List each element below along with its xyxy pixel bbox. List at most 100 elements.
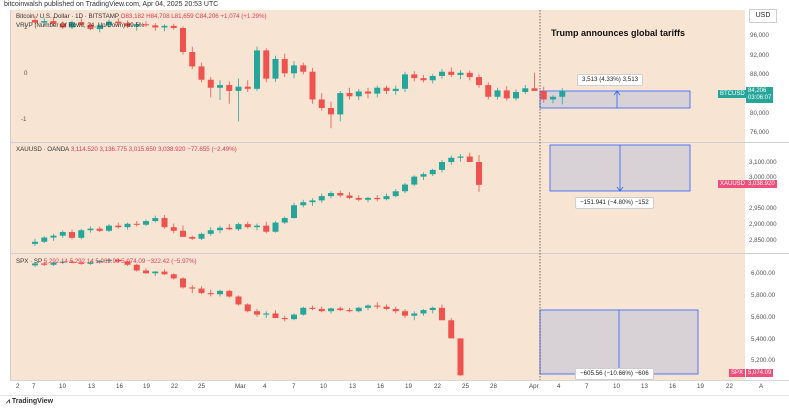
spx-candle-body [457, 338, 464, 376]
spx-legend: SPX · SP 5,292.14 5,292.14 5,069.90 5,07… [16, 258, 197, 266]
gold-candle-body [328, 193, 334, 197]
btc-candle-body [41, 21, 48, 23]
gold-candle-body [448, 157, 455, 163]
time-axis-tick: 4 [263, 383, 267, 390]
btc-legend-name: Bitcoin / U.S. Dollar · 1D · BITSTAMP [16, 13, 119, 20]
currency-selector[interactable]: USD [749, 9, 777, 23]
btc-ytick: 92,000 [750, 52, 769, 59]
time-axis-tick: 16 [116, 383, 123, 390]
btc-candle-body [170, 25, 177, 28]
btc-candle-body [531, 88, 538, 91]
spx-candle-body [96, 260, 103, 263]
btc-candle-body [50, 21, 57, 24]
tariff-annotation: Trump announces global tariffs [551, 28, 686, 38]
panel-divider-2[interactable] [10, 253, 789, 254]
tradingview-icon: ⩘ [6, 398, 10, 405]
btc-candle-body [466, 72, 473, 78]
btc-candle-body [244, 86, 251, 89]
time-axis-tick: 16 [669, 383, 676, 390]
btc-candle-body [365, 91, 371, 94]
btc-candle-body [143, 24, 149, 26]
btc-candle-body [69, 22, 75, 28]
btc-candle-body [32, 20, 38, 23]
gold-candle-body [374, 197, 381, 200]
tradingview-brand: TradingView [11, 398, 54, 405]
spx-price-tag: SPX [729, 369, 746, 377]
btc-candle-body [550, 96, 556, 100]
spx-candle-body [439, 307, 445, 321]
btc-candle-body [152, 25, 159, 28]
gold-candle-body [96, 228, 103, 231]
spx-candle-body [328, 308, 334, 312]
gold-candle-body [170, 227, 177, 231]
time-axis-tick: A [759, 383, 764, 390]
time-axis-tick: 22 [434, 383, 441, 390]
btc-candle-body [346, 93, 353, 97]
gold-legend-values: 3,114.520 3,136.775 3,015.650 3,038.920 … [70, 146, 237, 153]
spx-candle-body [272, 313, 279, 318]
right-price-axis[interactable] [745, 10, 789, 380]
spx-candle-body [152, 271, 159, 274]
btc-candle-body [540, 90, 547, 100]
gold-candle-body [217, 227, 223, 231]
gold-ytick: 3,100.000 [749, 159, 777, 166]
btc-candle-body [439, 71, 445, 76]
spx-candle-body [309, 307, 316, 309]
btc-candle-body [429, 76, 436, 81]
btc-candle-body [513, 92, 519, 99]
gold-candle-body [189, 236, 196, 239]
gold-candle-body [226, 227, 233, 230]
btc-candle-body [309, 71, 316, 100]
spx-candle-body [448, 320, 455, 339]
btc-price-label: BTCUSD [720, 91, 745, 97]
spx-candle-body [32, 263, 38, 266]
btc-candle-body [392, 88, 399, 91]
panel-divider-1[interactable] [10, 142, 789, 143]
gold-candle-body [124, 223, 131, 228]
spx-candle-body [41, 263, 48, 265]
spx-candle-body [78, 262, 85, 264]
spx-candle-body [420, 310, 427, 314]
gold-candle-body [133, 223, 140, 225]
spx-candle-body [411, 313, 418, 316]
time-axis-tick: 19 [143, 383, 150, 390]
btc-candle-body [522, 88, 529, 92]
time-axis[interactable] [10, 380, 789, 395]
btc-candle-body [59, 23, 66, 28]
time-axis-tick: 7 [32, 383, 36, 390]
gold-candle-body [207, 230, 214, 234]
btc-candle-body [559, 90, 566, 97]
gold-candle-body [235, 224, 242, 230]
tradingview-logo[interactable]: ⩘ TradingView [6, 398, 53, 406]
btc-candle-body [420, 78, 427, 81]
spx-candle-body [87, 262, 94, 264]
gold-candle-body [78, 230, 85, 238]
btc-price-countdown: 03:06:07 [748, 95, 772, 101]
spx-candle-body [133, 264, 140, 271]
time-axis-tick: 10 [320, 383, 327, 390]
btc-candle-body [180, 28, 186, 52]
gold-candle-body [87, 228, 94, 231]
gold-candle-body [365, 197, 371, 200]
gold-candle-body [69, 232, 75, 238]
spx-candle-body [189, 287, 196, 289]
spx-ytick: 5,600.00 [751, 314, 776, 321]
spx-candle-body [429, 307, 436, 311]
spx-candle-body [106, 259, 112, 261]
btc-candle-body [189, 52, 196, 67]
left-axis-tick: -1 [21, 116, 27, 123]
btc-candle-body [235, 86, 242, 91]
gold-candle-body [152, 218, 159, 222]
btc-candle-body [96, 25, 103, 30]
vrvp-legend[interactable]: VRVP (Number Of Rows, 24, Up/Down) 69.5% [16, 22, 145, 29]
gold-candle-body [337, 193, 344, 196]
gold-candle-body [309, 200, 316, 203]
gold-candle-body [143, 221, 149, 225]
btc-candle-body [254, 50, 260, 89]
btc-price-tag: BTCUSD [718, 90, 747, 98]
gold-candle-body [244, 224, 251, 228]
spx-candle-body [402, 311, 408, 316]
btc-candle-body [411, 74, 418, 79]
gold-measure-arrowhead [616, 186, 624, 192]
